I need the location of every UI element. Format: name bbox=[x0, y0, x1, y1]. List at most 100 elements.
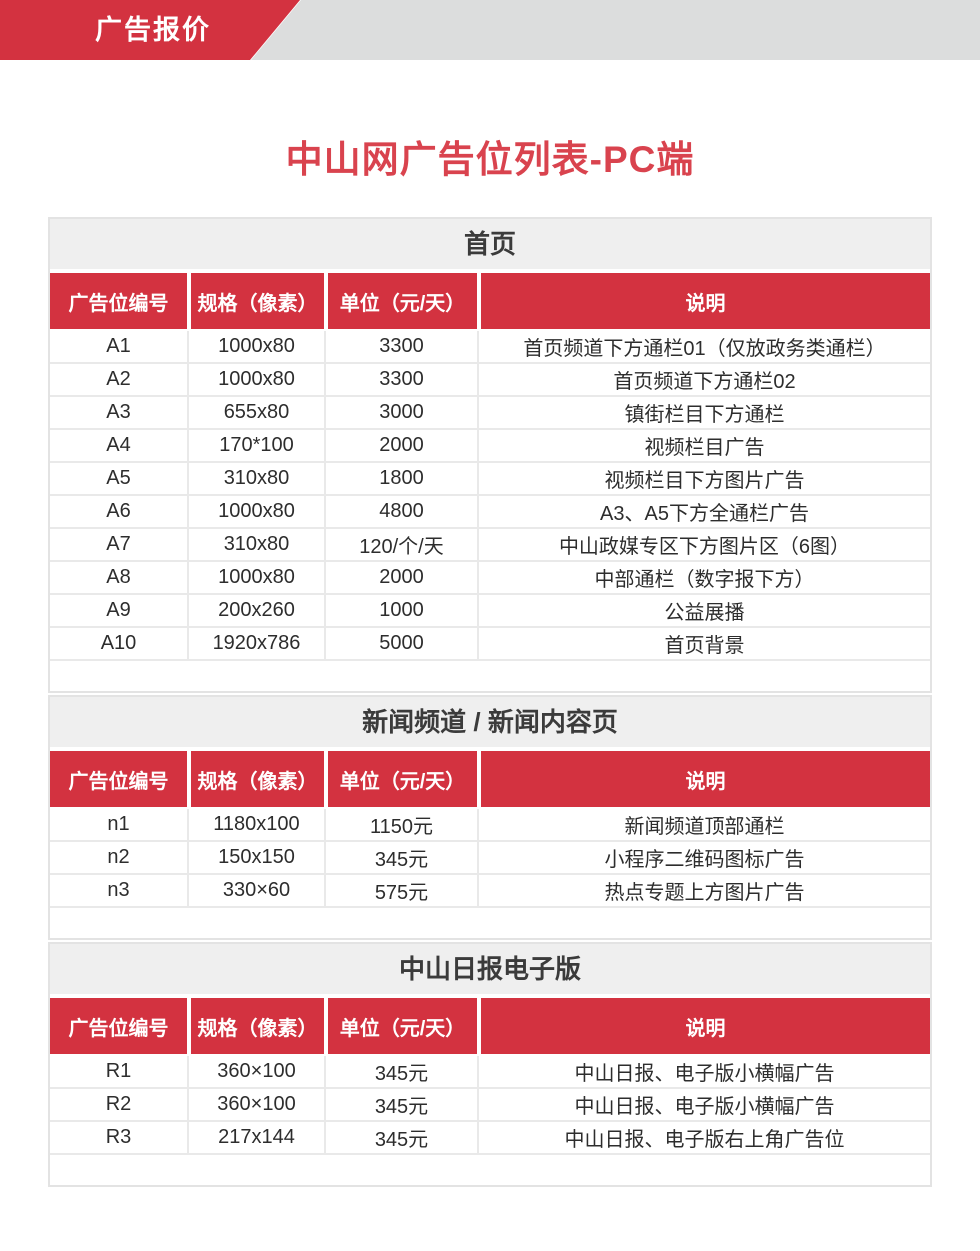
cell-unit: 4800 bbox=[324, 496, 477, 527]
table-body: A1 1000x80 3300 首页频道下方通栏01（仅放政务类通栏） A2 1… bbox=[50, 329, 930, 659]
table-row: A8 1000x80 2000 中部通栏（数字报下方） bbox=[50, 560, 930, 593]
cell-spec: 655x80 bbox=[187, 397, 324, 428]
cell-unit: 345元 bbox=[324, 1089, 477, 1120]
cell-ad-id: n3 bbox=[107, 879, 130, 901]
table-row: n2 150x150 345元 小程序二维码图标广告 bbox=[50, 840, 930, 873]
column-header-ad-id: 广告位编号 bbox=[50, 998, 187, 1054]
cell-unit: 5000 bbox=[324, 628, 477, 659]
cell-description: 公益展播 bbox=[477, 595, 930, 626]
cell-spec: 310x80 bbox=[187, 529, 324, 560]
cell-unit: 3000 bbox=[324, 397, 477, 428]
cell-description: 小程序二维码图标广告 bbox=[477, 842, 930, 873]
cell-description: 中部通栏（数字报下方） bbox=[477, 562, 930, 593]
table-row: A3 655x80 3000 镇街栏目下方通栏 bbox=[50, 395, 930, 428]
cell-description: 视频栏目广告 bbox=[477, 430, 930, 461]
column-header-ad-id: 广告位编号 bbox=[50, 273, 187, 329]
cell-ad-id: A2 bbox=[106, 368, 131, 390]
cell-spec: 330×60 bbox=[187, 875, 324, 906]
cell-spec: 1000x80 bbox=[187, 364, 324, 395]
cell-ad-id: A9 bbox=[106, 599, 131, 621]
cell-description: 首页频道下方通栏01（仅放政务类通栏） bbox=[477, 331, 930, 362]
cell-ad-id: n2 bbox=[107, 846, 130, 868]
table-blank-row bbox=[50, 659, 930, 691]
table-blank-row bbox=[50, 906, 930, 938]
table-row: R3 217x144 345元 中山日报、电子版右上角广告位 bbox=[50, 1120, 930, 1153]
banner-gray-decoration bbox=[251, 0, 980, 60]
cell-unit: 1800 bbox=[324, 463, 477, 494]
table-row: A7 310x80 120/个/天 中山政媒专区下方图片区（6图） bbox=[50, 527, 930, 560]
cell-spec: 1000x80 bbox=[187, 331, 324, 362]
table-row: n1 1180x100 1150元 新闻频道顶部通栏 bbox=[50, 807, 930, 840]
cell-ad-id: n1 bbox=[107, 813, 130, 835]
section-title: 中山日报电子版 bbox=[50, 944, 930, 998]
cell-unit: 1000 bbox=[324, 595, 477, 626]
cell-description: 热点专题上方图片广告 bbox=[477, 875, 930, 906]
column-header-description: 说明 bbox=[477, 751, 930, 807]
cell-spec: 150x150 bbox=[187, 842, 324, 873]
cell-spec: 217x144 bbox=[187, 1122, 324, 1153]
cell-description: 首页频道下方通栏02 bbox=[477, 364, 930, 395]
cell-description: 中山政媒专区下方图片区（6图） bbox=[477, 529, 930, 560]
cell-unit: 3300 bbox=[324, 364, 477, 395]
cell-spec: 360×100 bbox=[187, 1089, 324, 1120]
cell-spec: 1180x100 bbox=[187, 809, 324, 840]
cell-unit: 2000 bbox=[324, 430, 477, 461]
column-header-unit: 单位（元/天） bbox=[324, 273, 477, 329]
table-blank-row bbox=[50, 1153, 930, 1185]
column-header-ad-id: 广告位编号 bbox=[50, 751, 187, 807]
price-table-section-daily-epaper: 中山日报电子版 广告位编号 规格（像素） 单位（元/天） 说明 R1 360×1… bbox=[48, 942, 932, 1187]
cell-unit: 2000 bbox=[324, 562, 477, 593]
table-row: A4 170*100 2000 视频栏目广告 bbox=[50, 428, 930, 461]
table-body: R1 360×100 345元 中山日报、电子版小横幅广告 R2 360×100… bbox=[50, 1054, 930, 1153]
cell-description: 新闻频道顶部通栏 bbox=[477, 809, 930, 840]
table-row: A6 1000x80 4800 A3、A5下方全通栏广告 bbox=[50, 494, 930, 527]
top-banner: 广告报价 bbox=[0, 0, 980, 60]
cell-unit: 345元 bbox=[324, 1122, 477, 1153]
cell-ad-id: R1 bbox=[105, 1060, 132, 1082]
cell-unit: 1150元 bbox=[324, 809, 477, 840]
cell-ad-id: R2 bbox=[105, 1093, 132, 1115]
price-table-section-homepage: 首页 广告位编号 规格（像素） 单位（元/天） 说明 A1 1000x80 33… bbox=[48, 217, 932, 693]
section-title: 新闻频道 / 新闻内容页 bbox=[50, 697, 930, 751]
table-row: A1 1000x80 3300 首页频道下方通栏01（仅放政务类通栏） bbox=[50, 329, 930, 362]
cell-description: A3、A5下方全通栏广告 bbox=[477, 496, 930, 527]
cell-ad-id: A5 bbox=[106, 467, 131, 489]
table-row: A2 1000x80 3300 首页频道下方通栏02 bbox=[50, 362, 930, 395]
cell-spec: 1000x80 bbox=[187, 562, 324, 593]
table-row: A10 1920x786 5000 首页背景 bbox=[50, 626, 930, 659]
cell-description: 中山日报、电子版右上角广告位 bbox=[477, 1122, 930, 1153]
cell-description: 视频栏目下方图片广告 bbox=[477, 463, 930, 494]
cell-unit: 345元 bbox=[324, 1056, 477, 1087]
column-header-unit: 单位（元/天） bbox=[324, 998, 477, 1054]
table-row: n3 330×60 575元 热点专题上方图片广告 bbox=[50, 873, 930, 906]
section-title: 首页 bbox=[50, 219, 930, 273]
ad-quote-ribbon: 广告报价 bbox=[0, 0, 300, 60]
column-header-spec: 规格（像素） bbox=[187, 998, 324, 1054]
cell-unit: 575元 bbox=[324, 875, 477, 906]
cell-spec: 170*100 bbox=[187, 430, 324, 461]
cell-ad-id: A1 bbox=[106, 335, 131, 357]
cell-description: 首页背景 bbox=[477, 628, 930, 659]
column-header-spec: 规格（像素） bbox=[187, 751, 324, 807]
cell-spec: 1000x80 bbox=[187, 496, 324, 527]
price-tables: 首页 广告位编号 规格（像素） 单位（元/天） 说明 A1 1000x80 33… bbox=[48, 217, 932, 1187]
cell-spec: 200x260 bbox=[187, 595, 324, 626]
cell-ad-id: A8 bbox=[106, 566, 131, 588]
price-table-section-news: 新闻频道 / 新闻内容页 广告位编号 规格（像素） 单位（元/天） 说明 n1 … bbox=[48, 695, 932, 940]
cell-description: 镇街栏目下方通栏 bbox=[477, 397, 930, 428]
table-body: n1 1180x100 1150元 新闻频道顶部通栏 n2 150x150 34… bbox=[50, 807, 930, 906]
cell-spec: 360×100 bbox=[187, 1056, 324, 1087]
column-header-description: 说明 bbox=[477, 998, 930, 1054]
cell-spec: 1920x786 bbox=[187, 628, 324, 659]
table-row: A9 200x260 1000 公益展播 bbox=[50, 593, 930, 626]
table-row: R1 360×100 345元 中山日报、电子版小横幅广告 bbox=[50, 1054, 930, 1087]
cell-unit: 3300 bbox=[324, 331, 477, 362]
cell-ad-id: A3 bbox=[106, 401, 131, 423]
table-row: R2 360×100 345元 中山日报、电子版小横幅广告 bbox=[50, 1087, 930, 1120]
table-header-row: 广告位编号 规格（像素） 单位（元/天） 说明 bbox=[50, 751, 930, 807]
table-header-row: 广告位编号 规格（像素） 单位（元/天） 说明 bbox=[50, 998, 930, 1054]
column-header-spec: 规格（像素） bbox=[187, 273, 324, 329]
column-header-unit: 单位（元/天） bbox=[324, 751, 477, 807]
cell-ad-id: A7 bbox=[106, 533, 131, 555]
page-title: 中山网广告位列表-PC端 bbox=[285, 139, 695, 180]
